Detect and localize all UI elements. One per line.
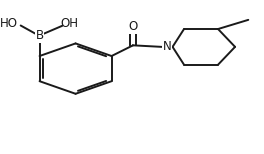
Text: OH: OH: [61, 17, 79, 30]
Text: N: N: [163, 40, 171, 53]
Text: HO: HO: [0, 17, 18, 30]
Text: O: O: [128, 20, 138, 33]
Text: B: B: [35, 29, 44, 42]
